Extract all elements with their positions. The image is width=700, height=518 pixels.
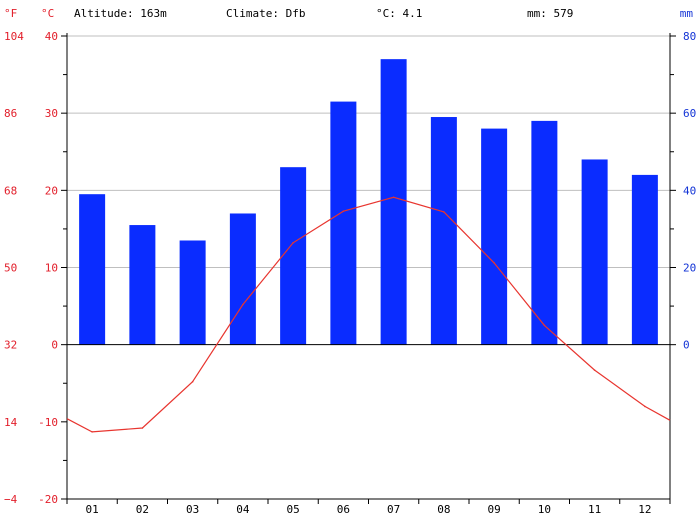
mm-tick-label: 60 xyxy=(683,107,696,120)
fahrenheit-tick-label: 86 xyxy=(4,107,17,120)
precip-bar xyxy=(481,128,508,345)
mm-tick-label: 40 xyxy=(683,184,696,197)
celsius-tick-label: 0 xyxy=(51,339,58,352)
precip-bar xyxy=(229,213,256,345)
fahrenheit-tick-label: 50 xyxy=(4,262,17,275)
month-label: 10 xyxy=(538,503,551,516)
month-label: 06 xyxy=(337,503,350,516)
precip-bar xyxy=(330,101,357,345)
temperature-line-group xyxy=(66,196,671,433)
celsius-tick-label: 20 xyxy=(45,184,58,197)
celsius-unit-label: °C xyxy=(41,7,54,20)
month-label: 03 xyxy=(186,503,199,516)
temperature-point xyxy=(91,431,93,433)
precip-bar xyxy=(280,167,307,345)
month-label: 01 xyxy=(86,503,99,516)
precip-bar xyxy=(179,240,206,345)
month-label: 11 xyxy=(588,503,601,516)
temperature-point xyxy=(242,303,244,306)
mm-tick-label: 0 xyxy=(683,339,690,352)
fahrenheit-tick-label: 68 xyxy=(4,184,17,197)
precip-bar xyxy=(531,120,558,345)
fahrenheit-tick-label: 104 xyxy=(4,30,24,43)
temperature-line xyxy=(66,196,671,433)
precip-bar xyxy=(581,159,608,345)
temperature-point xyxy=(644,405,646,408)
fahrenheit-tick-label: −4 xyxy=(4,493,18,506)
precip-bar xyxy=(380,59,407,345)
month-label: 04 xyxy=(236,503,250,516)
precip-bar xyxy=(430,117,457,345)
fahrenheit-tick-label: 32 xyxy=(4,339,17,352)
celsius-tick-label: 10 xyxy=(45,262,58,275)
fahrenheit-tick-label: 14 xyxy=(4,416,18,429)
precip-bar xyxy=(631,174,658,345)
precipitation-bars xyxy=(79,59,658,345)
mm-unit-label: mm xyxy=(680,7,694,20)
altitude-text: Altitude: 163m xyxy=(74,7,167,20)
precip-bar xyxy=(79,194,106,345)
precip-total-text: mm: 579 xyxy=(527,7,573,20)
celsius-tick-label: 30 xyxy=(45,107,58,120)
tick-labels: 40 30 20 10 0 -10 -20 104 86 68 50 32 14 −4 80 60 40 20 0 0… xyxy=(4,30,696,516)
climate-text: Climate: Dfb xyxy=(226,7,305,20)
month-label: 08 xyxy=(437,503,450,516)
temperature-point xyxy=(493,262,495,264)
celsius-tick-label: -20 xyxy=(38,493,58,506)
fahrenheit-unit-label: °F xyxy=(4,7,17,20)
temperature-point xyxy=(593,369,596,371)
celsius-tick-label: -10 xyxy=(38,416,58,429)
axes xyxy=(61,33,676,504)
month-label: 05 xyxy=(287,503,300,516)
temperature-point xyxy=(543,324,546,327)
temperature-point xyxy=(141,427,144,429)
celsius-tick-label: 40 xyxy=(45,30,58,43)
temperature-point xyxy=(443,211,445,213)
temperature-point xyxy=(292,242,294,244)
temperature-point xyxy=(392,196,395,199)
mean-temp-text: °C: 4.1 xyxy=(376,7,422,20)
month-label: 09 xyxy=(488,503,501,516)
month-label: 12 xyxy=(638,503,651,516)
precip-bar xyxy=(129,225,156,345)
mm-tick-label: 80 xyxy=(683,30,696,43)
month-label: 07 xyxy=(387,503,400,516)
temperature-point xyxy=(191,380,194,383)
month-label: 02 xyxy=(136,503,149,516)
gridlines xyxy=(67,35,670,268)
temperature-point xyxy=(342,210,345,212)
mm-tick-label: 20 xyxy=(683,262,696,275)
